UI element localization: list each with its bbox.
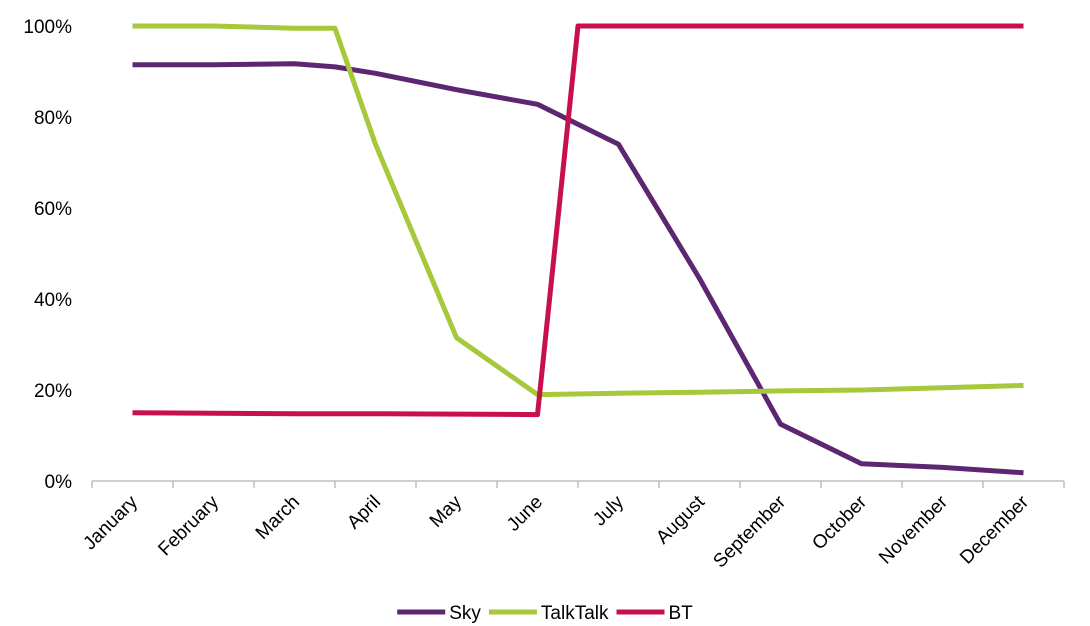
y-tick-label: 40% [34,290,72,311]
x-tick-label: March [252,492,304,544]
x-tick-label: June [503,492,547,536]
y-tick-label: 0% [45,472,73,493]
x-tick-label: April [343,492,385,534]
x-tick-label: January [79,491,142,554]
x-tick-label: February [154,491,223,560]
x-tick-label: September [709,491,790,572]
x-tick-label: May [426,491,467,532]
series-line-bt [132,23,1024,418]
y-tick-label: 100% [23,17,72,38]
x-axis-ticks: January February March April May June July Augu… [79,481,1065,572]
legend: Sky TalkTalk BT [397,603,693,624]
series-lines [132,23,1024,476]
x-tick-label: December [956,491,1033,568]
y-tick-label: 80% [34,108,72,129]
x-tick-label: August [652,491,709,548]
legend-label: BT [668,603,693,624]
legend-label: TalkTalk [541,603,609,624]
legend-label: Sky [449,603,481,624]
y-axis-tick-labels: 0% 20% 40% 60% 80% 100% [23,17,72,493]
x-tick-label: July [589,491,628,530]
series-line-talktalk [132,23,1024,398]
x-tick-label: October [808,491,871,554]
series-line-sky [132,61,1024,476]
x-tick-label: November [875,491,952,568]
y-tick-label: 20% [34,381,72,402]
y-tick-label: 60% [34,199,72,220]
